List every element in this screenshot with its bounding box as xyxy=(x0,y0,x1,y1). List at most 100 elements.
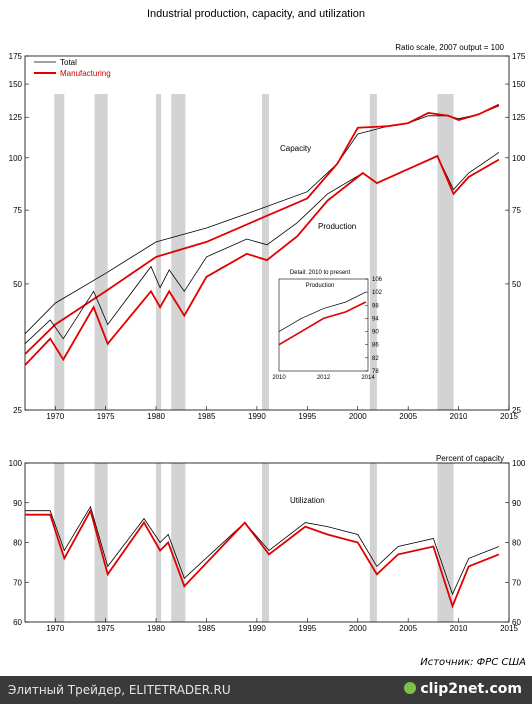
y-tick-label: 50 xyxy=(512,280,521,289)
y-tick-label: 150 xyxy=(512,80,526,89)
inset-y-tick-label: 94 xyxy=(372,316,379,322)
x-tick-label: 1990 xyxy=(248,412,266,421)
utilization-line-manufacturing xyxy=(25,508,500,609)
y-tick-label: 100 xyxy=(9,154,23,163)
x-tick-label: 2010 xyxy=(450,624,468,633)
percent-of-capacity-label: Percent of capacity xyxy=(436,454,504,463)
inset-y-tick-label: 106 xyxy=(372,277,383,283)
inset-x-tick-label: 2012 xyxy=(317,375,331,381)
y-tick-label: 70 xyxy=(512,578,521,587)
recession-band xyxy=(156,94,162,410)
inset-series xyxy=(278,291,367,346)
x-tick-label: 2005 xyxy=(399,412,417,421)
top-series xyxy=(24,103,500,366)
y-tick-label: 125 xyxy=(512,113,526,122)
inset-y-tick-label: 82 xyxy=(372,356,379,362)
inset-y-tick-label: 98 xyxy=(372,303,379,309)
inset-frame xyxy=(278,278,369,372)
inset-line-total xyxy=(278,291,366,332)
inset-x-tick-label: 2014 xyxy=(361,375,375,381)
y-tick-label: 125 xyxy=(9,113,23,122)
y-tick-label: 100 xyxy=(512,154,526,163)
top-chart: 25 25 50 50 75 75 100 100 125 125 150 150 175 175 197… xyxy=(9,43,526,421)
bottom-series xyxy=(25,505,500,609)
footer-site-label: Элитный Трейдер, ELITETRADER.RU xyxy=(8,683,231,697)
inset-y-tick-label: 78 xyxy=(372,369,379,375)
y-tick-label: 100 xyxy=(512,459,526,468)
legend-label-total: Total xyxy=(60,58,77,67)
x-tick-label: 2005 xyxy=(399,624,417,633)
y-tick-label: 25 xyxy=(512,406,521,415)
inset-label: Production xyxy=(306,283,335,289)
x-tick-label: 1985 xyxy=(198,624,216,633)
x-tick-label: 1990 xyxy=(248,624,266,633)
series-line-capacity-manufacturing xyxy=(24,103,500,355)
recession-bands-bottom xyxy=(54,463,454,622)
x-tick-label: 1985 xyxy=(198,412,216,421)
x-tick-label: 1980 xyxy=(147,624,165,633)
y-tick-label: 80 xyxy=(512,539,521,548)
x-tick-label: 2015 xyxy=(500,624,518,633)
recession-band xyxy=(261,463,270,622)
top-x-axis: 1970 1975 1980 1985 1990 1995 2000 2005 2010 2015 xyxy=(46,406,518,421)
inset-y-tick-label: 102 xyxy=(372,290,383,296)
chart-title: Industrial production, capacity, and uti… xyxy=(147,8,365,20)
utilization-line-total xyxy=(25,505,500,596)
legend: Total Manufacturing xyxy=(34,58,111,78)
y-tick-label: 80 xyxy=(13,539,22,548)
y-tick-label: 175 xyxy=(9,52,23,61)
x-tick-label: 2015 xyxy=(500,412,518,421)
recession-band xyxy=(94,94,108,410)
y-tick-label: 75 xyxy=(512,206,521,215)
x-tick-label: 1975 xyxy=(97,624,115,633)
recession-band xyxy=(369,94,377,410)
capacity-label: Capacity xyxy=(280,144,311,153)
x-tick-label: 2010 xyxy=(450,412,468,421)
y-tick-label: 60 xyxy=(13,618,22,627)
y-tick-label: 150 xyxy=(9,80,23,89)
recession-band xyxy=(261,94,270,410)
y-tick-label: 60 xyxy=(512,618,521,627)
x-tick-label: 1995 xyxy=(298,624,316,633)
y-tick-label: 25 xyxy=(13,406,22,415)
recession-bands xyxy=(54,94,454,410)
recession-band xyxy=(54,94,65,410)
x-tick-label: 1975 xyxy=(97,412,115,421)
footer-bar: Элитный Трейдер, ELITETRADER.RU clip2net… xyxy=(0,676,532,704)
y-tick-label: 100 xyxy=(9,459,23,468)
clip2net-text: clip2net.com xyxy=(420,681,522,697)
inset-chart: Detail: 2010 to present Production 78 82 8… xyxy=(272,270,382,381)
y-tick-label: 50 xyxy=(13,280,22,289)
recession-band xyxy=(171,94,186,410)
clip2net-logo[interactable]: clip2net.com xyxy=(404,681,522,697)
source-note: Источник: ФРС США xyxy=(420,657,526,668)
recession-band xyxy=(156,463,162,622)
x-tick-label: 2000 xyxy=(349,412,367,421)
inset-y-tick-label: 90 xyxy=(372,330,379,336)
recession-band xyxy=(437,463,454,622)
inset-line-manufacturing xyxy=(278,301,367,346)
y-tick-label: 175 xyxy=(512,52,526,61)
inset-background xyxy=(277,274,370,376)
inset-y-tick-label: 86 xyxy=(372,343,379,349)
y-tick-label: 90 xyxy=(512,499,521,508)
legend-label-manufacturing: Manufacturing xyxy=(60,69,111,78)
series-line-production-manufacturing xyxy=(24,154,500,366)
x-tick-label: 2000 xyxy=(349,624,367,633)
utilization-label: Utilization xyxy=(290,496,325,505)
ratio-scale-note: Ratio scale, 2007 output = 100 xyxy=(395,43,504,52)
x-tick-label: 1995 xyxy=(298,412,316,421)
recession-band xyxy=(437,94,454,410)
clip2net-icon xyxy=(404,682,417,694)
inset-x-axis: 2010 2012 2014 xyxy=(272,375,375,381)
production-label: Production xyxy=(318,222,356,231)
x-tick-label: 1980 xyxy=(147,412,165,421)
inset-x-tick-label: 2010 xyxy=(272,375,286,381)
y-tick-label: 75 xyxy=(13,206,22,215)
inset-title: Detail: 2010 to present xyxy=(290,270,351,276)
bottom-x-axis: 1970 1975 1980 1985 1990 1995 2000 2005 2010 2015 xyxy=(46,618,518,633)
y-tick-label: 90 xyxy=(13,499,22,508)
y-tick-label: 70 xyxy=(13,578,22,587)
